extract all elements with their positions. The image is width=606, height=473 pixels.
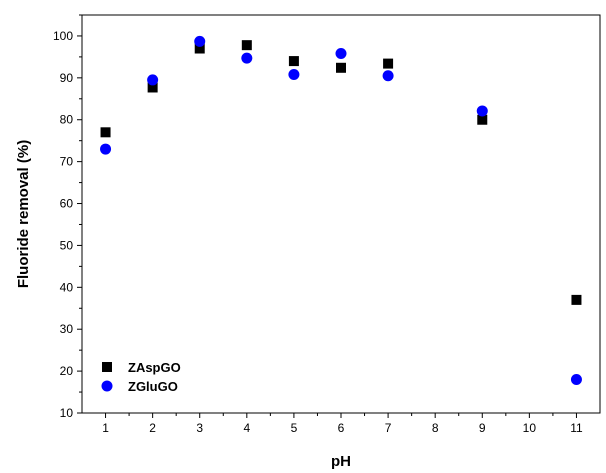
- y-tick-label: 80: [60, 113, 74, 127]
- x-tick-label: 11: [570, 421, 583, 435]
- data-point-zglugo: [382, 70, 394, 82]
- x-tick-label: 8: [432, 421, 439, 435]
- data-point-zglugo: [241, 52, 253, 64]
- x-tick-label: 2: [149, 421, 156, 435]
- x-tick-label: 3: [196, 421, 203, 435]
- x-tick-label: 6: [338, 421, 345, 435]
- legend-label: ZAspGO: [128, 360, 181, 375]
- legend-marker: [102, 362, 112, 372]
- legend-label: ZGluGO: [128, 379, 178, 394]
- data-point-zaspgo: [477, 114, 488, 125]
- x-tick-label: 10: [523, 421, 537, 435]
- x-tick-label: 5: [291, 421, 298, 435]
- y-tick-label: 30: [60, 322, 74, 336]
- x-tick-label: 1: [102, 421, 109, 435]
- y-tick-label: 90: [60, 71, 74, 85]
- y-tick-label: 40: [60, 280, 74, 294]
- y-axis: 10 20 30 40 50 60 70 80 90 100: [53, 14, 82, 420]
- legend-marker: [101, 380, 113, 392]
- data-point-zglugo: [194, 35, 206, 47]
- plot-area: [81, 14, 601, 414]
- x-axis: 1 2 3 4 5 6 7 8 9 10 11: [102, 413, 583, 435]
- data-point-zaspgo: [194, 43, 205, 54]
- data-point-zaspgo: [383, 58, 394, 69]
- x-tick-label: 9: [479, 421, 486, 435]
- y-tick-label: 70: [60, 155, 74, 169]
- data-point-zglugo: [147, 74, 159, 86]
- data-point-zaspgo: [336, 62, 346, 73]
- data-point-zglugo: [476, 105, 488, 117]
- y-tick-label: 50: [60, 238, 74, 252]
- data-point-zglugo: [570, 373, 582, 385]
- legend: ZAspGO ZGluGO: [101, 360, 181, 394]
- y-tick-label: 20: [60, 364, 74, 378]
- data-point-zaspgo: [100, 127, 111, 138]
- data-marks: [100, 35, 582, 385]
- data-point-zaspgo: [288, 56, 299, 67]
- data-point-zaspgo: [147, 82, 158, 93]
- data-point-zglugo: [335, 48, 347, 60]
- x-axis-title: pH: [331, 453, 351, 470]
- x-tick-label: 4: [243, 421, 250, 435]
- y-tick-label: 60: [60, 197, 74, 211]
- y-axis-title: Fluoride removal (%): [15, 140, 32, 288]
- data-point-zaspgo: [571, 294, 582, 305]
- data-point-zaspgo: [241, 40, 252, 51]
- data-point-zglugo: [100, 143, 112, 155]
- y-tick-label: 100: [53, 29, 73, 43]
- x-tick-label: 7: [385, 421, 392, 435]
- y-tick-label: 10: [60, 406, 74, 420]
- data-point-zglugo: [288, 68, 300, 80]
